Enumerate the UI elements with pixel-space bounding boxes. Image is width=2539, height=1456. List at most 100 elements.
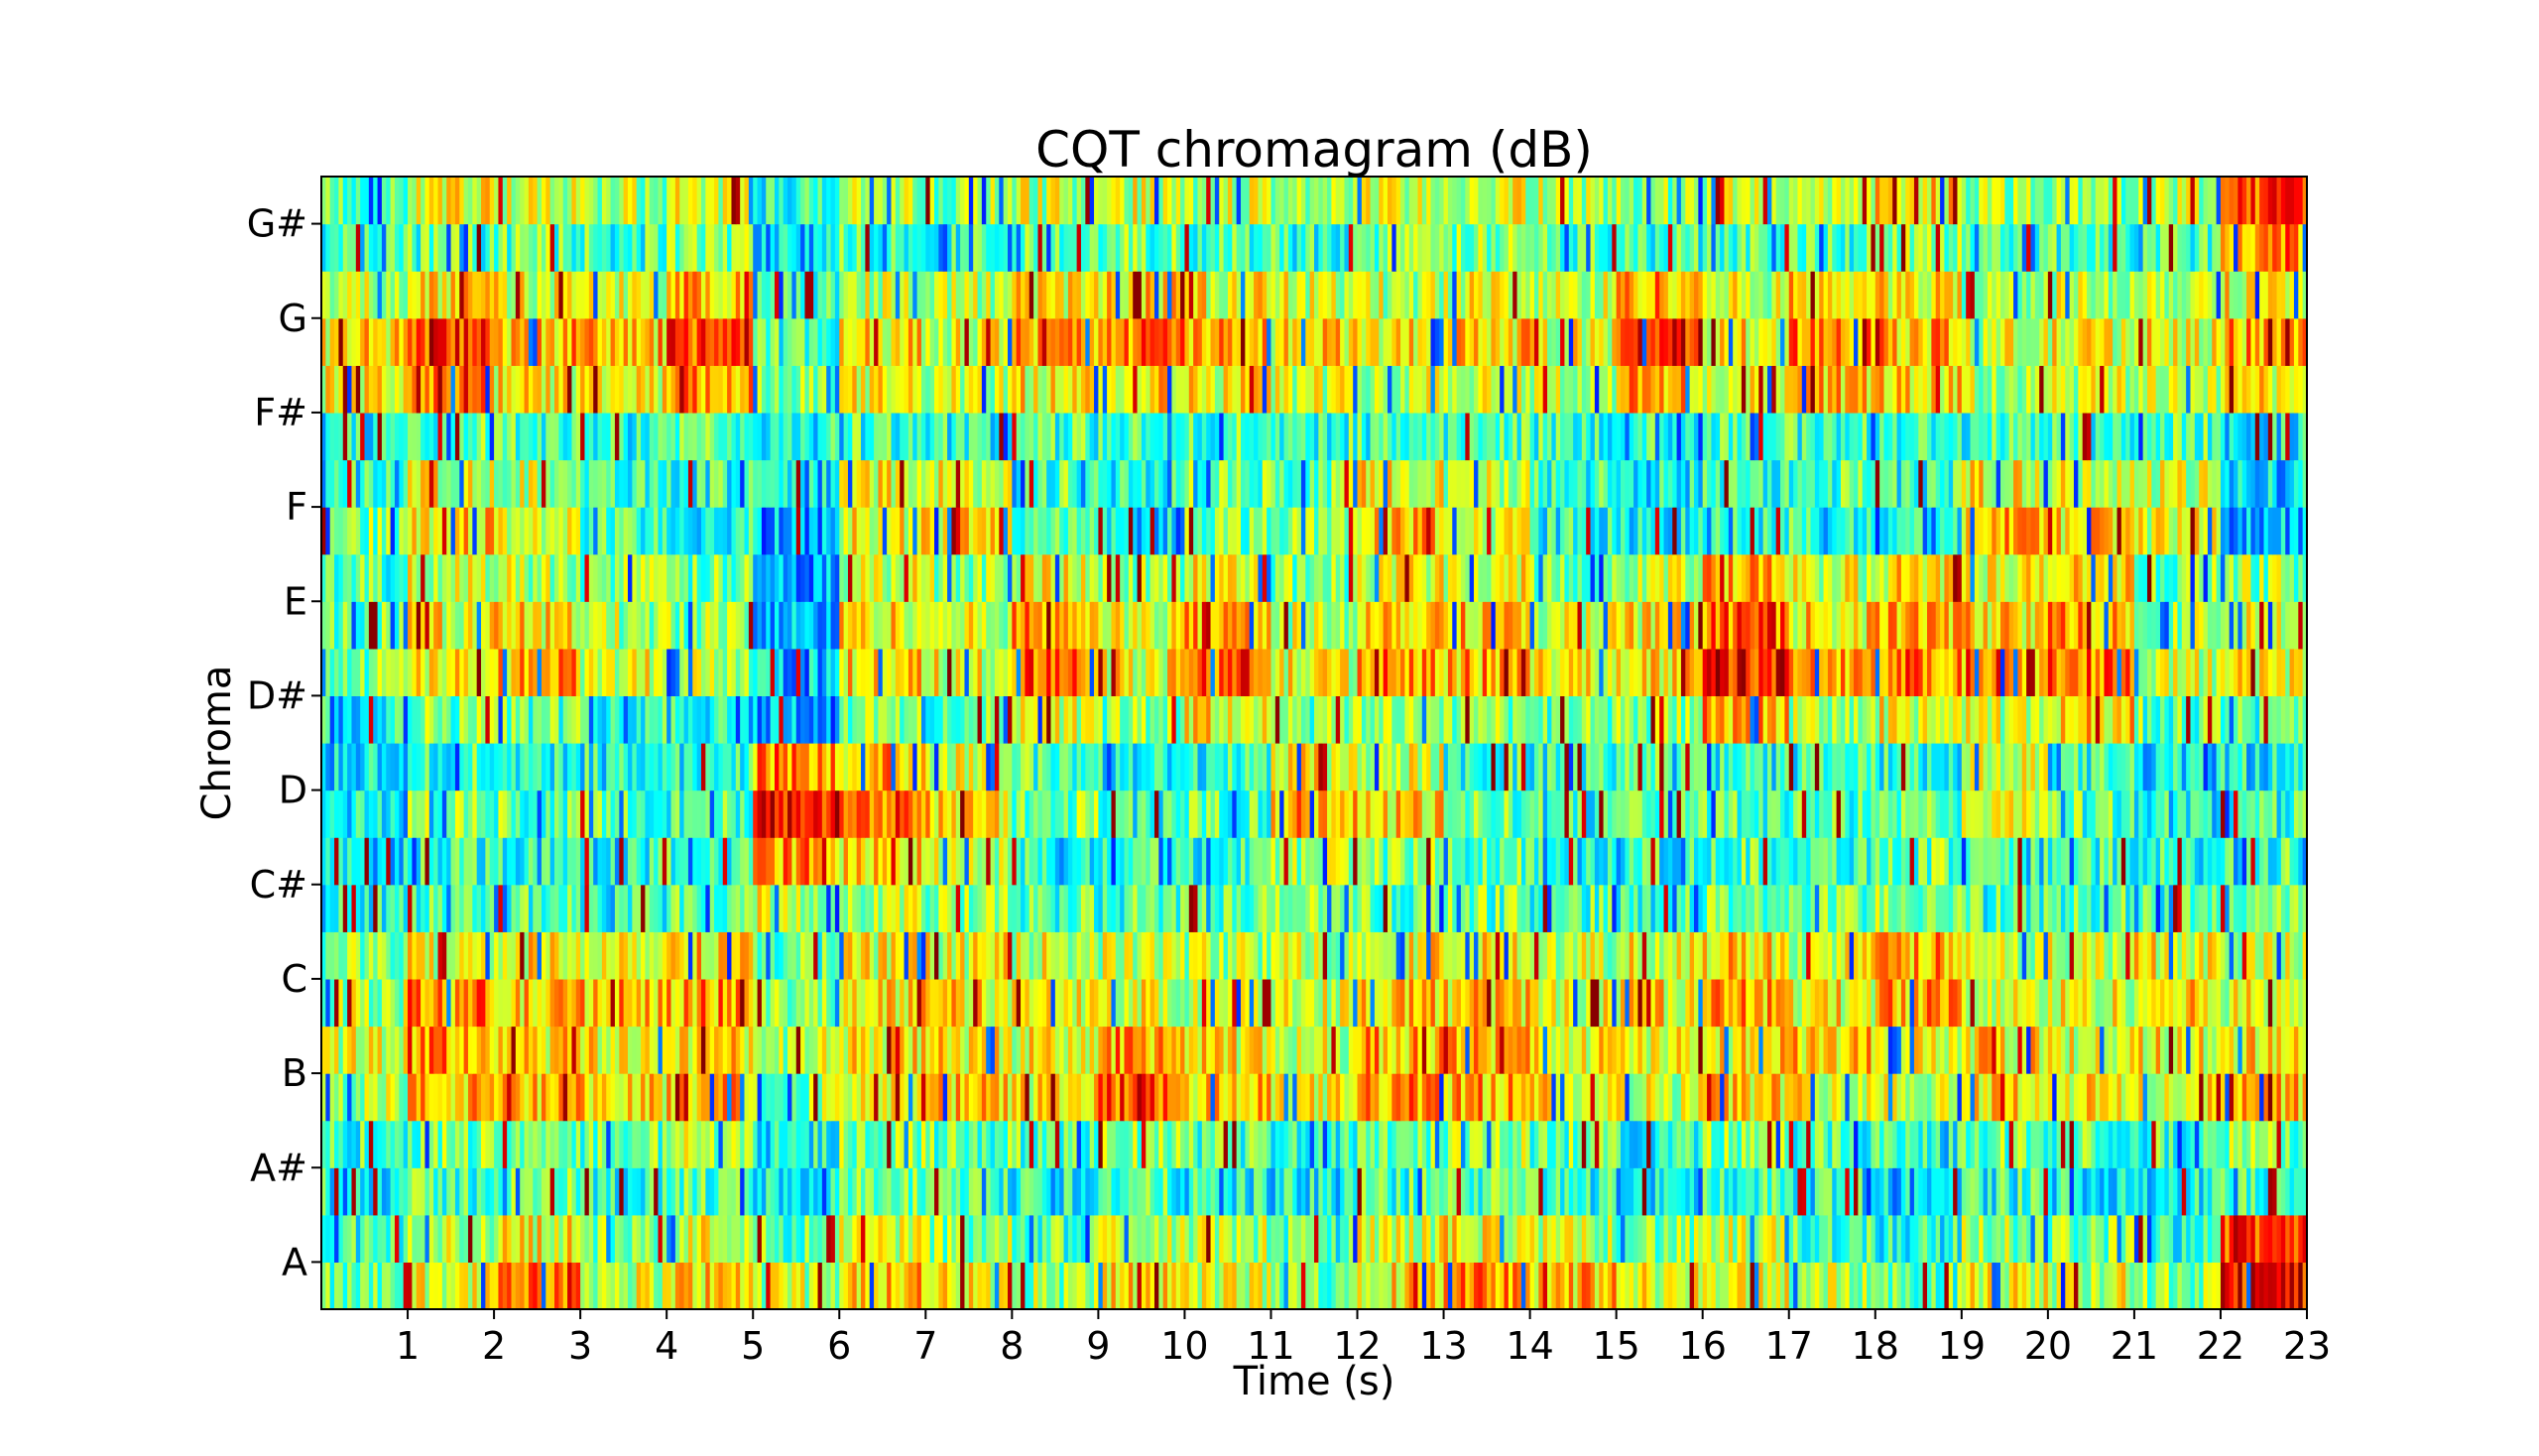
heatmap-cell — [1361, 1120, 1367, 1168]
heatmap-cell — [1478, 1167, 1484, 1216]
heatmap-cell — [1374, 1262, 1380, 1310]
heatmap-cell — [2000, 1073, 2005, 1122]
heatmap-cell — [502, 884, 508, 932]
heatmap-cell — [1487, 1073, 1493, 1122]
heatmap-cell — [614, 1167, 620, 1216]
heatmap-cell — [1931, 1262, 1937, 1310]
heatmap-cell — [437, 789, 443, 838]
heatmap-cell — [2207, 1167, 2213, 1216]
heatmap-cell — [696, 884, 702, 932]
heatmap-cell — [1594, 1262, 1600, 1310]
heatmap-cell — [1162, 884, 1168, 932]
heatmap-cell — [1227, 1026, 1233, 1074]
heatmap-cell — [1858, 1214, 1864, 1264]
heatmap-cell — [1495, 1120, 1501, 1168]
heatmap-cell — [1533, 931, 1539, 980]
heatmap-cell — [1948, 1167, 1954, 1216]
heatmap-cell — [861, 1026, 866, 1074]
heatmap-cell — [1094, 789, 1099, 838]
heatmap-cell — [900, 1026, 906, 1074]
heatmap-cell — [839, 789, 845, 838]
heatmap-cell — [549, 1026, 555, 1074]
heatmap-cell — [1733, 1262, 1739, 1310]
heatmap-cell — [580, 931, 586, 980]
heatmap-cell — [856, 931, 862, 980]
heatmap-cell — [2181, 837, 2187, 886]
heatmap-cell — [2091, 1120, 2097, 1168]
heatmap-cell — [654, 1026, 660, 1074]
heatmap-cell — [351, 1262, 357, 1310]
heatmap-cell — [1845, 1026, 1851, 1074]
heatmap-cell — [994, 1214, 1000, 1264]
heatmap-cell — [1223, 978, 1229, 1028]
heatmap-cell — [1171, 1120, 1177, 1168]
heatmap-cell — [549, 837, 555, 886]
heatmap-cell — [1158, 1167, 1164, 1216]
heatmap-cell — [666, 884, 672, 932]
heatmap-cell — [960, 931, 966, 980]
heatmap-cell — [1992, 789, 1997, 838]
heatmap-cell — [1236, 1167, 1242, 1216]
heatmap-cell — [399, 1073, 405, 1122]
heatmap-cell — [1258, 1167, 1264, 1216]
heatmap-cell — [601, 1026, 607, 1074]
heatmap-cell — [856, 1026, 862, 1074]
heatmap-cell — [1905, 931, 1911, 980]
heatmap-cell — [1054, 1073, 1060, 1122]
heatmap-cell — [1188, 1026, 1194, 1074]
heatmap-cell — [968, 1120, 974, 1168]
heatmap-cell — [1568, 1167, 1574, 1216]
heatmap-cell — [1931, 1120, 1937, 1168]
heatmap-cell — [2052, 1026, 2058, 1074]
heatmap-cell — [1331, 978, 1337, 1028]
heatmap-cell — [2237, 1026, 2243, 1074]
heatmap-cell — [1819, 1167, 1825, 1216]
heatmap-cell — [2104, 931, 2110, 980]
heatmap-cell — [1254, 1073, 1260, 1122]
heatmap-cell — [874, 884, 880, 932]
heatmap-cell — [1944, 931, 1950, 980]
heatmap-cell — [2104, 1214, 2110, 1264]
heatmap-cell — [1309, 884, 1315, 932]
heatmap-cell — [1469, 1167, 1475, 1216]
heatmap-cell — [1797, 1167, 1803, 1216]
heatmap-cell — [1944, 837, 1950, 886]
heatmap-cell — [1327, 1026, 1333, 1074]
heatmap-cell — [1107, 884, 1113, 932]
heatmap-cell — [1366, 1120, 1372, 1168]
heatmap-cell — [912, 978, 918, 1028]
heatmap-cell — [1542, 1262, 1548, 1310]
heatmap-cell — [1551, 1262, 1557, 1310]
heatmap-cell — [1974, 1167, 1980, 1216]
heatmap-cell — [1599, 1026, 1605, 1074]
heatmap-cell — [441, 1026, 447, 1074]
heatmap-cell — [593, 789, 599, 838]
heatmap-cell — [1918, 1214, 1924, 1264]
heatmap-cell — [632, 1214, 638, 1264]
heatmap-cell — [1641, 1120, 1647, 1168]
heatmap-cell — [507, 1026, 513, 1074]
heatmap-cell — [537, 1120, 543, 1168]
heatmap-cell — [2146, 1120, 2152, 1168]
heatmap-cell — [399, 884, 405, 932]
heatmap-cell — [2116, 1262, 2122, 1310]
heatmap-cell — [485, 789, 491, 838]
heatmap-cell — [1637, 931, 1643, 980]
heatmap-cell — [1318, 1214, 1324, 1264]
heatmap-cell — [476, 884, 482, 932]
heatmap-cell — [537, 978, 543, 1028]
heatmap-cell — [1547, 1167, 1552, 1216]
heatmap-cell — [528, 1214, 534, 1264]
heatmap-cell — [1089, 789, 1095, 838]
heatmap-cell — [1063, 1026, 1069, 1074]
heatmap-cell — [1680, 789, 1686, 838]
heatmap-cell — [1654, 884, 1660, 932]
heatmap-cell — [1400, 837, 1405, 886]
heatmap-cell — [947, 1262, 953, 1310]
heatmap-cell — [1542, 1214, 1548, 1264]
heatmap-cell — [683, 1167, 689, 1216]
heatmap-cell — [2043, 978, 2049, 1028]
heatmap-cell — [1953, 837, 1959, 886]
heatmap-cell — [454, 837, 460, 886]
heatmap-cell — [1314, 884, 1319, 932]
